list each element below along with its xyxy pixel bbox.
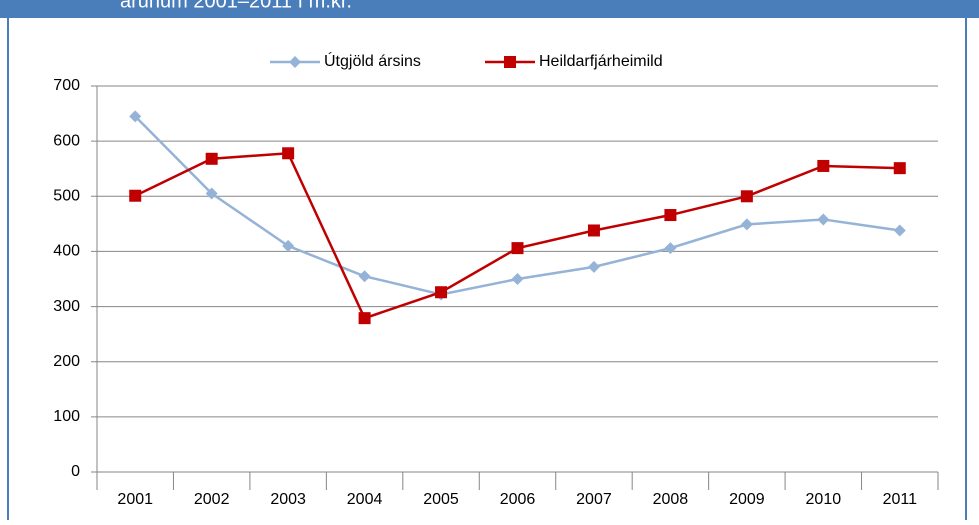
x-tick-label: 2005 — [423, 491, 459, 508]
point — [664, 242, 677, 255]
x-tick-label: 2009 — [729, 491, 765, 508]
point — [129, 110, 142, 123]
x-tick-label: 2010 — [806, 491, 842, 508]
y-tick-label: 700 — [53, 77, 80, 94]
x-tick-label: 2002 — [194, 491, 230, 508]
legend-marker — [504, 56, 516, 68]
x-tick-label: 2008 — [653, 491, 689, 508]
point — [817, 213, 830, 226]
point — [358, 312, 371, 325]
point — [511, 242, 524, 255]
right-border — [965, 18, 967, 520]
x-tick-label: 2004 — [347, 491, 383, 508]
point — [205, 187, 218, 200]
left-border — [7, 18, 9, 520]
header-bar — [0, 0, 979, 18]
x-tick-label: 2006 — [500, 491, 536, 508]
point — [817, 159, 830, 172]
y-tick-label: 300 — [53, 298, 80, 315]
y-tick-label: 200 — [53, 353, 80, 370]
y-tick-label: 400 — [53, 243, 80, 260]
point — [893, 224, 906, 237]
point — [205, 152, 218, 165]
point — [358, 270, 371, 283]
x-tick-label: 2003 — [270, 491, 306, 508]
x-tick-label: 2007 — [576, 491, 612, 508]
point — [511, 273, 524, 285]
point — [129, 189, 142, 202]
point — [740, 190, 753, 203]
y-tick-label: 500 — [53, 188, 80, 205]
point — [435, 286, 448, 299]
point — [740, 218, 753, 231]
x-tick-label: 2011 — [883, 491, 918, 508]
legend-label: Heildarfjárheimild — [539, 53, 663, 70]
header-title: árunum 2001–2011 í m.kr. — [120, 0, 352, 12]
point — [282, 239, 295, 252]
legend-label: Útgjöld ársins — [324, 51, 421, 70]
y-tick-label: 0 — [71, 463, 80, 480]
point — [587, 224, 600, 237]
y-tick-label: 100 — [53, 408, 80, 425]
x-tick-label: 2001 — [117, 491, 153, 508]
point — [587, 260, 600, 273]
y-tick-label: 600 — [53, 132, 80, 149]
point — [664, 209, 677, 222]
point — [893, 162, 906, 175]
point — [282, 147, 295, 160]
legend-marker — [289, 56, 301, 68]
